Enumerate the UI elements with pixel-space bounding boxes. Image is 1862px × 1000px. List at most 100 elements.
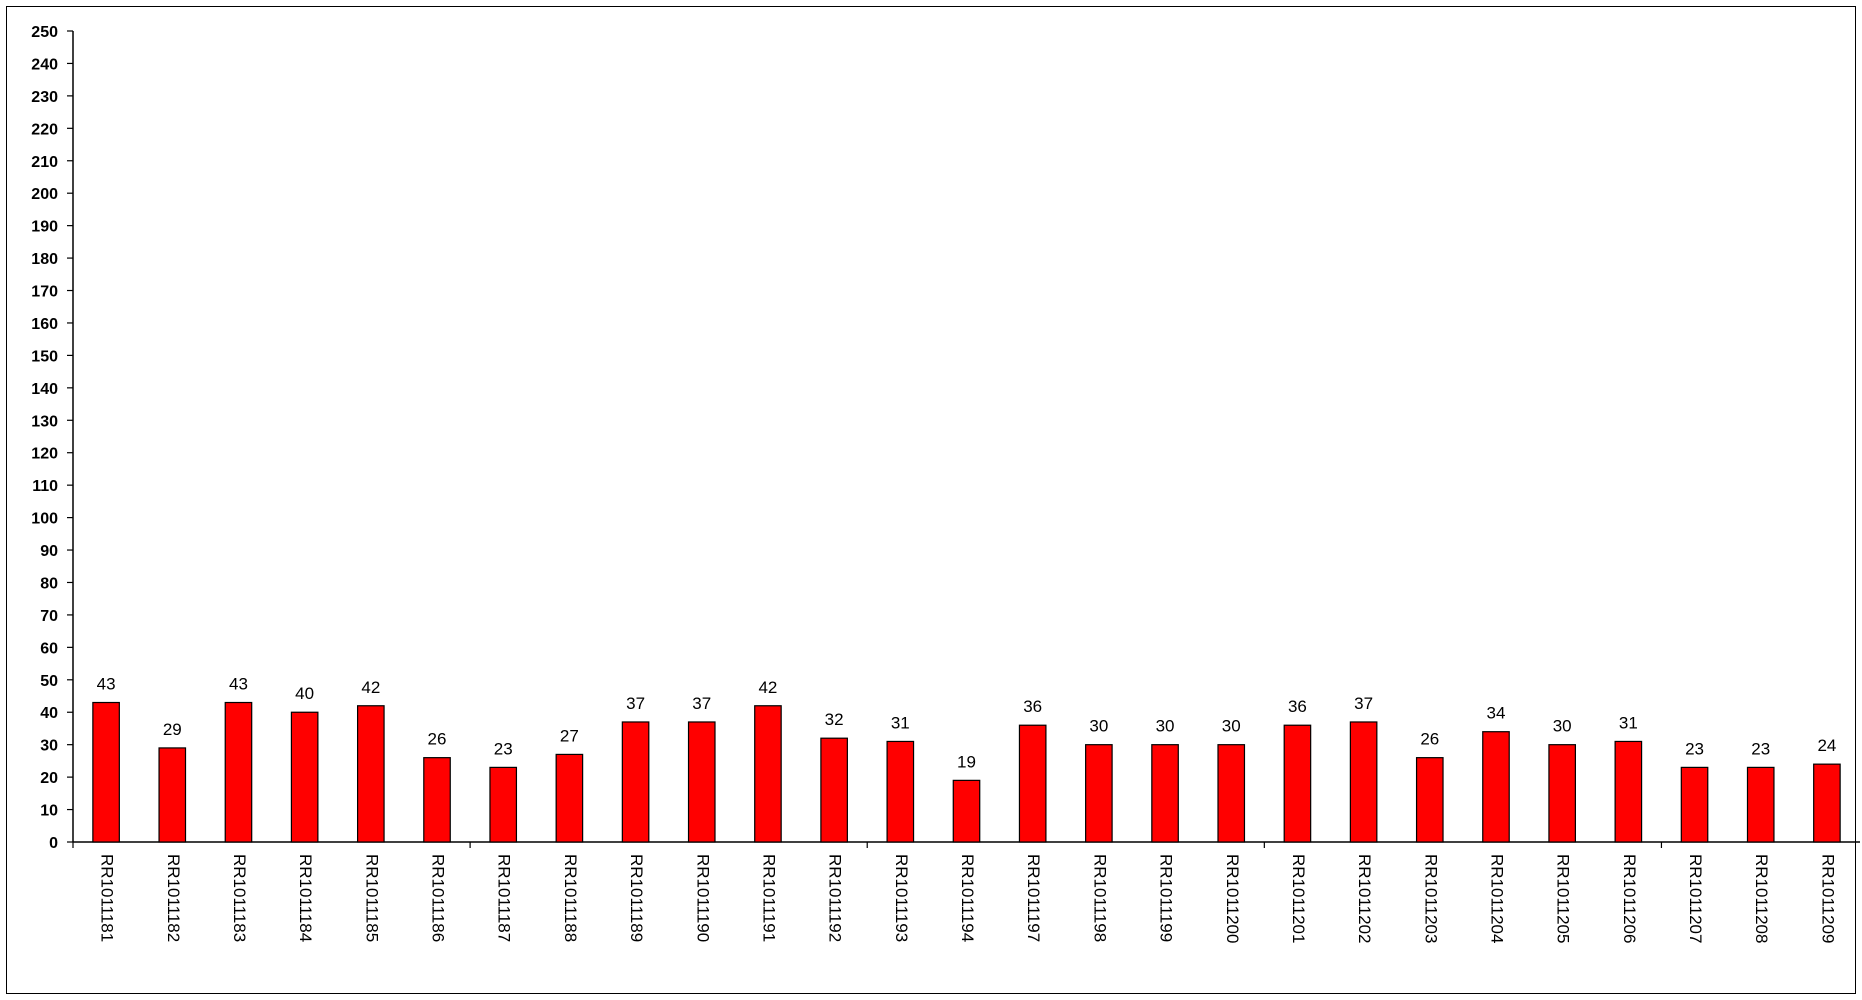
- bar: [952, 779, 981, 843]
- bar: [687, 721, 716, 843]
- bar-data-label: 26: [428, 730, 447, 749]
- bar-data-label: 30: [1156, 717, 1175, 736]
- bar: [1680, 766, 1709, 843]
- bar-data-label: 19: [957, 752, 976, 771]
- bar: [1813, 763, 1841, 843]
- x-tick-label: RR1011209: [1818, 854, 1837, 943]
- x-tick-label: RR1011202: [1355, 854, 1374, 943]
- bar-data-label: 32: [825, 710, 844, 729]
- bar-data-label: 31: [1619, 713, 1638, 732]
- y-tick-label: 160: [31, 316, 58, 333]
- bar: [886, 740, 915, 843]
- bar: [1151, 744, 1179, 843]
- bar-data-label: 23: [1751, 739, 1770, 758]
- y-tick-label: 70: [40, 608, 58, 625]
- bar-data-label: 36: [1288, 697, 1307, 716]
- bar: [1614, 740, 1643, 843]
- x-tick-label: RR1011194: [958, 854, 977, 942]
- bar-data-label: 40: [295, 684, 314, 703]
- y-tick-label: 0: [49, 835, 58, 852]
- y-tick-label: 60: [40, 640, 58, 657]
- y-tick-label: 200: [31, 186, 58, 203]
- x-tick-label: RR1011186: [429, 854, 448, 942]
- y-tick-label: 40: [40, 705, 58, 722]
- x-tick-label: RR1011181: [98, 854, 117, 942]
- bar: [1746, 766, 1775, 843]
- bar: [158, 747, 187, 843]
- y-tick-label: 220: [31, 121, 58, 138]
- x-tick-label: RR1011189: [627, 854, 646, 942]
- y-tick-label: 80: [40, 575, 58, 592]
- bar-data-label: 37: [626, 694, 645, 713]
- x-tick-label: RR1011205: [1554, 854, 1573, 943]
- x-axis: RR1011181 RR1011182 RR1011183 RR1011184 RR10…: [72, 841, 1860, 943]
- bar: [290, 711, 319, 843]
- y-tick-label: 90: [40, 543, 58, 560]
- y-tick-label: 120: [31, 446, 58, 463]
- x-tick-label: RR1011183: [230, 854, 249, 942]
- bar-data-label: 27: [560, 726, 579, 745]
- x-tick-label: RR1011198: [1090, 854, 1109, 942]
- x-tick-label: RR1011187: [495, 854, 514, 942]
- x-tick-label: RR1011190: [693, 854, 712, 942]
- y-tick-label: 130: [31, 413, 58, 430]
- bar: [423, 757, 451, 843]
- y-tick-label: 100: [31, 511, 58, 528]
- bar-data-label: 36: [1023, 697, 1042, 716]
- bar: [1283, 724, 1312, 843]
- bars: [92, 701, 1841, 843]
- bar-data-label: 37: [692, 694, 711, 713]
- y-tick-label: 110: [32, 478, 58, 495]
- bar: [1349, 721, 1378, 843]
- bar-data-label: 43: [97, 675, 116, 694]
- bar: [1018, 724, 1047, 843]
- x-tick-label: RR1011197: [1024, 854, 1043, 942]
- bar-data-label: 26: [1420, 730, 1439, 749]
- bar: [1548, 744, 1577, 843]
- y-tick-label: 230: [31, 89, 58, 106]
- x-tick-label: RR1011185: [362, 854, 381, 942]
- x-tick-label: RR1011191: [759, 854, 778, 942]
- y-tick-label: 50: [40, 673, 58, 690]
- y-tick-label: 10: [40, 803, 58, 820]
- y-tick-label: 140: [31, 381, 58, 398]
- bar: [621, 721, 650, 843]
- x-tick-label: RR1011207: [1686, 854, 1705, 943]
- bar: [1217, 744, 1246, 843]
- y-tick-label: 240: [31, 56, 58, 73]
- bar: [820, 737, 848, 843]
- x-tick-label: RR1011193: [892, 854, 911, 942]
- x-tick-label: RR1011192: [826, 854, 845, 942]
- bar-data-label: 31: [891, 713, 910, 732]
- bar: [356, 705, 385, 843]
- bar-data-label: 37: [1354, 694, 1373, 713]
- bar-data-label: 23: [1685, 739, 1704, 758]
- bar: [489, 766, 518, 843]
- x-tick-label: RR1011188: [561, 854, 580, 942]
- bar: [1085, 744, 1113, 843]
- bar: [1482, 731, 1510, 843]
- y-tick-label: 170: [31, 284, 58, 301]
- x-tick-label: RR1011204: [1487, 854, 1506, 943]
- bar-data-label: 42: [758, 678, 777, 697]
- bar-data-label: 30: [1553, 717, 1572, 736]
- x-tick-label: RR1011203: [1421, 854, 1440, 943]
- x-tick-label: RR1011199: [1157, 854, 1176, 942]
- y-axis: 0 10 20 30 40 50 60 70 80 90 100 110 120 130 140 150 160…: [31, 24, 74, 852]
- bar: [754, 705, 782, 843]
- bar-data-label: 34: [1487, 704, 1506, 723]
- bar-data-label: 29: [163, 720, 182, 739]
- bar: [1415, 757, 1444, 843]
- y-tick-label: 210: [31, 154, 58, 171]
- x-tick-label: RR1011200: [1223, 854, 1242, 943]
- data-labels: 43 29 43 40 42 26 23 27 37 37 42 32 31 19 36 30 30 30 36 37…: [97, 675, 1837, 772]
- x-tick-label: RR1011184: [296, 854, 315, 942]
- bar-data-label: 43: [229, 675, 248, 694]
- bar: [92, 701, 120, 843]
- bar-data-label: 23: [494, 739, 513, 758]
- x-tick-label: RR1011201: [1289, 854, 1308, 943]
- y-tick-label: 20: [40, 770, 58, 787]
- bar-data-label: 24: [1817, 736, 1836, 755]
- x-tick-label: RR1011208: [1752, 854, 1771, 943]
